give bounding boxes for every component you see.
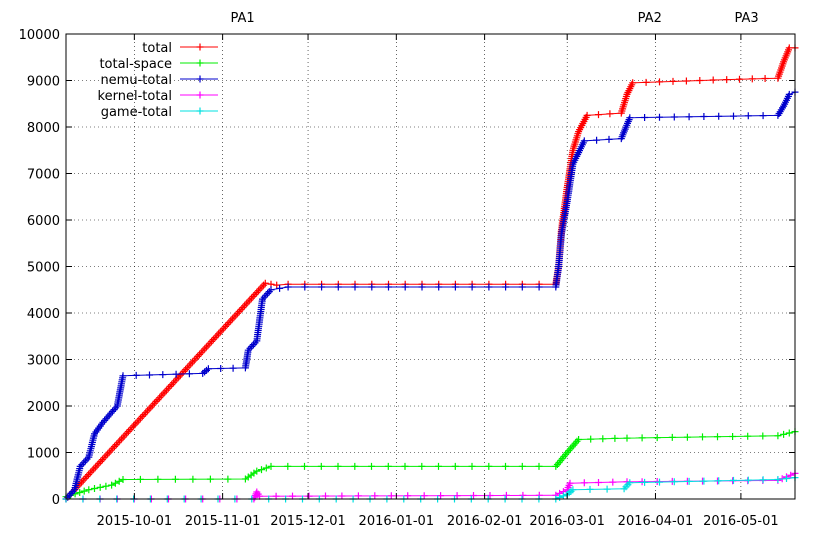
legend-entry-total: total <box>142 41 218 56</box>
series-total <box>62 44 799 503</box>
series-markers-game-total <box>62 474 799 503</box>
legend-entry-nemu-total: nemu-total <box>100 73 218 88</box>
x-tick-label: 2016-03-01 <box>529 514 605 529</box>
annotation-pa3: PA3 <box>735 11 759 26</box>
legend-label: game-total <box>101 105 172 120</box>
series-line-game-total <box>66 477 796 500</box>
legend-marker <box>196 59 204 67</box>
annotation-pa1: PA1 <box>230 11 254 26</box>
x-tick-label: 2015-12-01 <box>270 514 346 529</box>
series-line-total <box>65 47 795 500</box>
x-tick-label: 2015-10-01 <box>97 514 173 529</box>
legend-label: nemu-total <box>100 73 172 88</box>
legend-marker <box>196 91 204 99</box>
y-tick-label: 10000 <box>19 28 60 43</box>
legend-label: total <box>142 41 172 56</box>
legend-entry-game-total: game-total <box>101 105 218 120</box>
x-tick-label: 2016-01-01 <box>359 514 435 529</box>
y-tick-label: 7000 <box>27 168 60 183</box>
series-line-nemu-total <box>65 91 796 500</box>
y-tick-label: 5000 <box>27 261 60 276</box>
y-tick-label: 0 <box>52 493 60 508</box>
series-total-space <box>62 428 799 501</box>
x-tick-label: 2016-04-01 <box>618 514 694 529</box>
series-markers-kernel-total <box>62 469 799 503</box>
legend-label: kernel-total <box>98 89 172 104</box>
x-tick-label: 2016-05-01 <box>703 514 779 529</box>
series-kernel-total <box>62 469 799 503</box>
annotation-pa2: PA2 <box>638 11 662 26</box>
series-lines <box>62 44 799 503</box>
x-tick-label: 2015-11-01 <box>185 514 261 529</box>
phase-annotations: PA1 PA2 PA3 <box>230 11 758 26</box>
grid <box>66 34 795 499</box>
legend-marker <box>196 107 204 115</box>
series-markers-total-space <box>62 428 799 501</box>
series-markers-nemu-total <box>62 88 799 503</box>
y-tick-label: 8000 <box>27 121 60 136</box>
y-tick-label: 1000 <box>27 447 60 462</box>
legend-entry-kernel-total: kernel-total <box>98 89 218 104</box>
legend-marker <box>196 75 204 83</box>
legend-marker <box>196 43 204 51</box>
series-game-total <box>62 474 799 503</box>
y-tick-label: 9000 <box>27 75 60 90</box>
series-markers-total <box>62 44 799 503</box>
series-line-total-space <box>65 431 796 498</box>
y-tick-label: 4000 <box>27 307 60 322</box>
y-tick-label: 3000 <box>27 354 60 369</box>
legend-entry-total-space: total-space <box>99 57 218 72</box>
x-tick-label: 2016-02-01 <box>447 514 523 529</box>
axes: 0 1000 2000 3000 4000 5000 6000 7000 8000 9000 100… <box>19 28 795 529</box>
series-nemu-total <box>62 88 799 503</box>
y-tick-label: 6000 <box>27 214 60 229</box>
y-tick-label: 2000 <box>27 400 60 415</box>
legend: totaltotal-spacenemu-totalkernel-totalga… <box>98 41 218 120</box>
legend-label: total-space <box>99 57 172 72</box>
